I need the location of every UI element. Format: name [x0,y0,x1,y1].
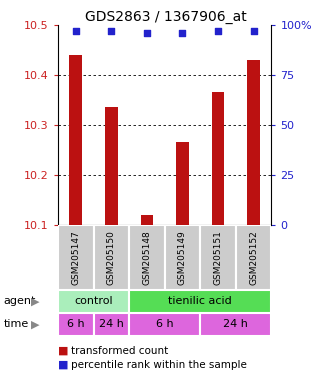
Bar [247,60,260,225]
Text: agent: agent [3,296,36,306]
Point [215,28,221,34]
Point [251,28,256,34]
Bar [70,55,82,225]
Text: 6 h: 6 h [67,319,84,329]
Bar [141,215,153,225]
Text: GSM205150: GSM205150 [107,230,116,285]
Text: ■: ■ [58,360,69,370]
Point [144,30,150,36]
Text: ▶: ▶ [30,296,39,306]
Point [73,28,78,34]
Bar [176,142,189,225]
Text: GSM205147: GSM205147 [71,230,80,285]
Text: GSM205151: GSM205151 [213,230,222,285]
Bar [212,93,224,225]
Bar [58,313,93,336]
Text: GSM205152: GSM205152 [249,230,258,285]
Text: GSM205148: GSM205148 [142,230,151,285]
Bar [93,225,129,290]
Bar [236,225,271,290]
Bar [129,313,200,336]
Text: tienilic acid: tienilic acid [168,296,232,306]
Bar [200,313,271,336]
Bar [129,225,165,290]
Text: ■: ■ [58,346,69,356]
Point [180,30,185,36]
Text: GSM205149: GSM205149 [178,230,187,285]
Bar [58,290,129,313]
Bar [129,290,271,313]
Bar [58,225,93,290]
Text: 6 h: 6 h [156,319,173,329]
Bar [105,107,118,225]
Text: control: control [74,296,113,306]
Bar [200,225,236,290]
Bar [165,225,200,290]
Text: time: time [3,319,28,329]
Text: 24 h: 24 h [99,319,124,329]
Bar [93,313,129,336]
Text: GDS2863 / 1367906_at: GDS2863 / 1367906_at [85,10,246,23]
Text: ▶: ▶ [30,319,39,329]
Text: percentile rank within the sample: percentile rank within the sample [71,360,247,370]
Text: 24 h: 24 h [223,319,248,329]
Text: transformed count: transformed count [71,346,168,356]
Point [109,28,114,34]
